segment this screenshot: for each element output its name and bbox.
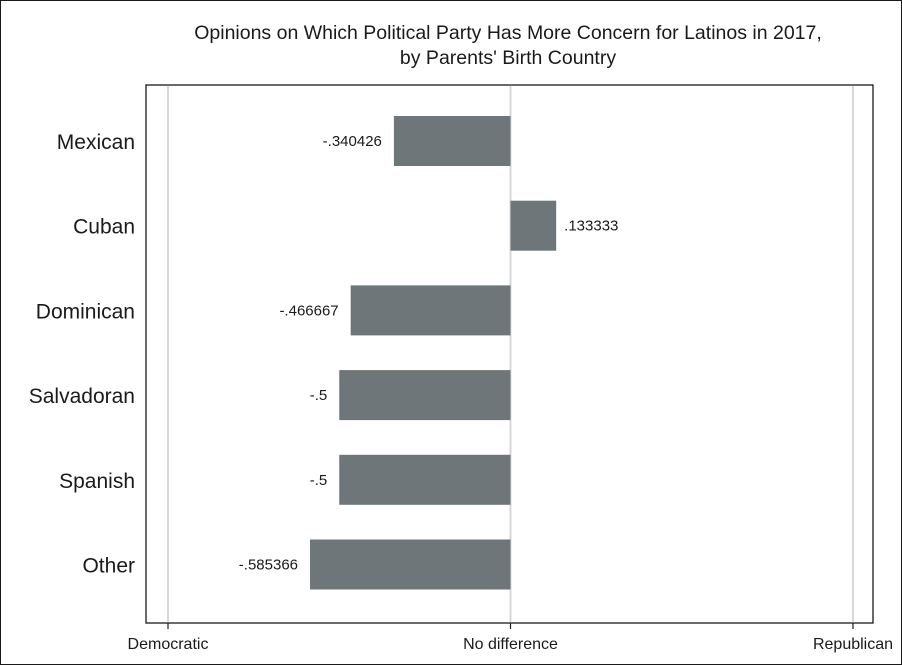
value-label-mexican: -.340426 bbox=[323, 133, 382, 150]
value-label-other: -.585366 bbox=[239, 557, 298, 574]
bar-dominican bbox=[350, 285, 511, 336]
category-label-salvadoran: Salvadoran bbox=[29, 385, 135, 408]
value-label-cuban: .133333 bbox=[564, 218, 618, 235]
bar-spanish bbox=[339, 454, 511, 505]
x-tick-label-2: Republican bbox=[813, 636, 893, 653]
category-label-dominican: Dominican bbox=[36, 300, 135, 323]
bar-cuban bbox=[510, 200, 557, 251]
x-tick-label-0: Democratic bbox=[128, 636, 209, 653]
category-label-mexican: Mexican bbox=[57, 131, 135, 154]
bar-salvadoran bbox=[339, 370, 511, 421]
chart-title-line-2: by Parents' Birth Country bbox=[400, 47, 616, 69]
value-label-salvadoran: -.5 bbox=[310, 387, 328, 404]
value-label-spanish: -.5 bbox=[310, 472, 328, 489]
category-label-cuban: Cuban bbox=[73, 216, 135, 239]
value-label-dominican: -.466667 bbox=[279, 302, 338, 319]
category-label-spanish: Spanish bbox=[59, 470, 135, 493]
category-label-other: Other bbox=[82, 555, 135, 578]
plot-area bbox=[145, 84, 874, 624]
x-tick-label-1: No difference bbox=[463, 636, 558, 653]
chart-title-line-1: Opinions on Which Political Party Has Mo… bbox=[194, 22, 822, 44]
bar-mexican bbox=[393, 116, 511, 166]
bar-other bbox=[310, 539, 511, 590]
